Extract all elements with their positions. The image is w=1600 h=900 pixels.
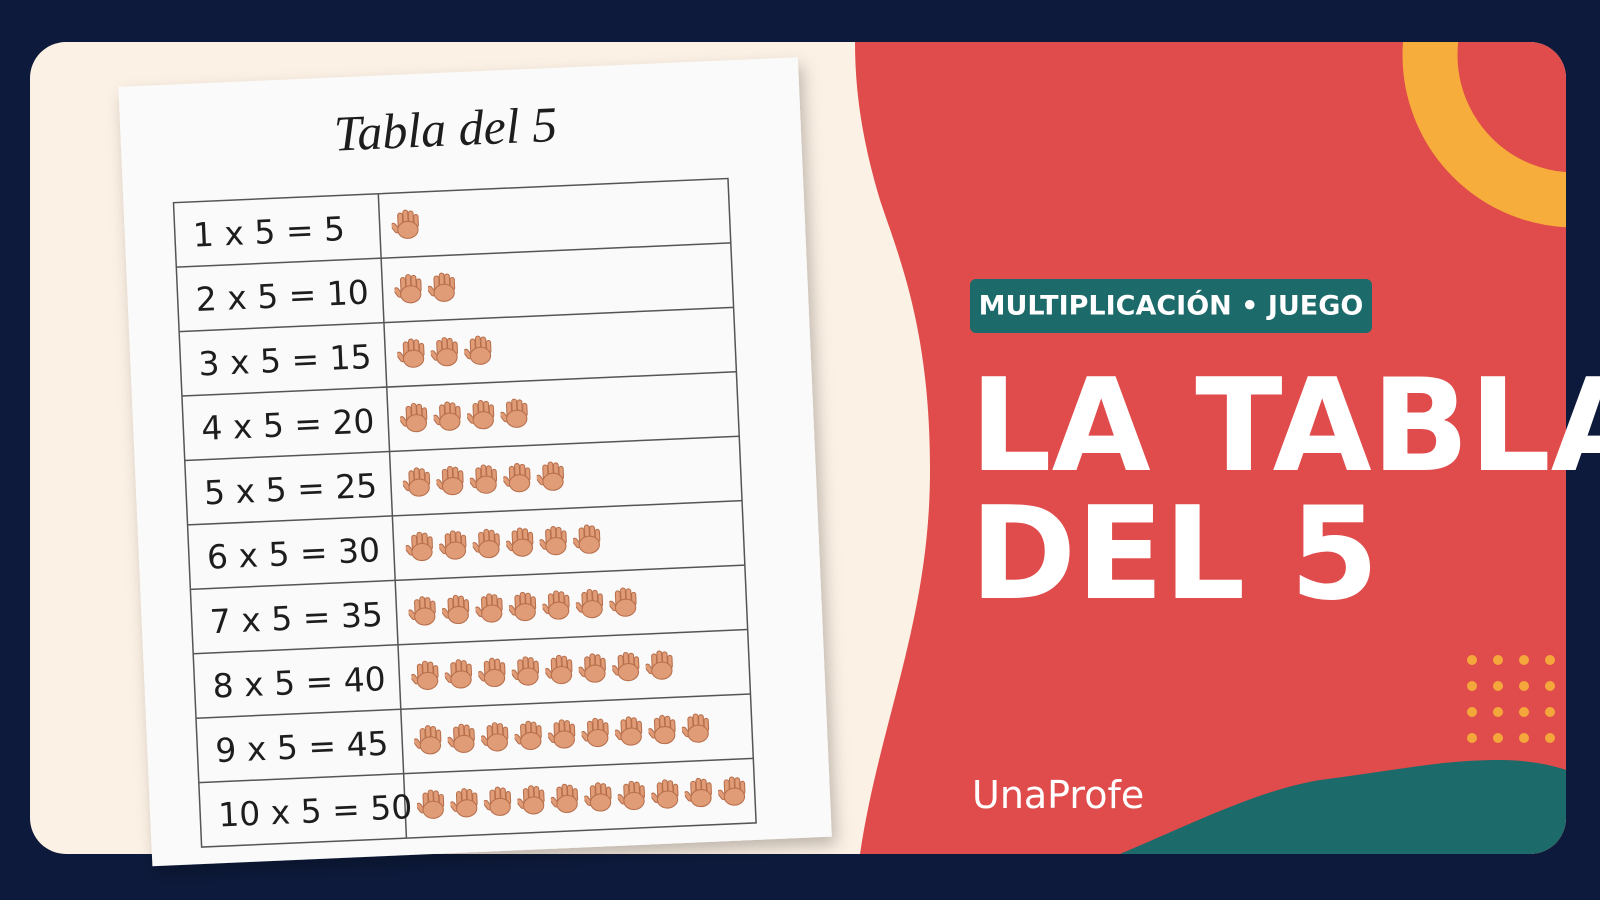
equation: 9 x 5 = 45: [215, 724, 390, 771]
orange-arc: [1402, 42, 1566, 228]
equation: 7 x 5 = 35: [209, 595, 384, 642]
equation: 4 x 5 = 20: [201, 401, 376, 448]
hands: [396, 335, 493, 369]
equation: 2 x 5 = 10: [195, 273, 370, 320]
badge: MULTIPLICACIÓN • JUEGO: [979, 290, 1364, 322]
badge-bg: [970, 279, 1372, 333]
dots: [1467, 655, 1555, 743]
worksheet-title: Tabla del 5: [333, 96, 558, 162]
equation: 8 x 5 = 40: [212, 659, 387, 706]
row-divider: [190, 564, 745, 591]
row-divider: [179, 306, 734, 333]
brand: UnaProfe: [972, 773, 1144, 817]
worksheet: Tabla del 5 1 x 5 = 5 2 x 5 = 10 3 x 5 = 1…: [118, 57, 832, 867]
row-divider: [176, 242, 731, 268]
row-divider: [193, 628, 748, 655]
equation: 6 x 5 = 30: [206, 530, 381, 577]
row-divider: [195, 693, 751, 719]
row-divider: [184, 435, 740, 462]
teal-wave: [1120, 760, 1566, 854]
equation: 1 x 5 = 5: [192, 209, 346, 255]
equation: 10 x 5 = 50: [217, 787, 413, 834]
headline: DEL 5: [970, 480, 1379, 629]
equation: 3 x 5 = 15: [198, 337, 373, 384]
row-divider: [198, 757, 754, 784]
red-panel: [855, 42, 1566, 854]
row-divider: [181, 371, 737, 397]
row-divider: [187, 499, 743, 526]
equation: 5 x 5 = 25: [203, 466, 378, 513]
headline: LA TABLA: [970, 352, 1600, 501]
table: 1 x 5 = 5 2 x 5 = 10 3 x 5 = 15 4 x 5 = 20 5…: [172, 177, 757, 848]
